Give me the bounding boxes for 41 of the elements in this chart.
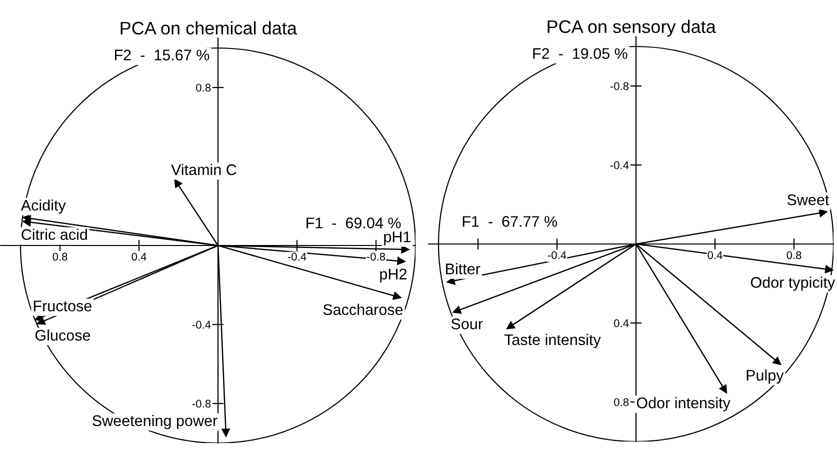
y-axis-title: F2 - 15.67 % <box>115 50 210 60</box>
point <box>818 208 828 218</box>
x-tick-label: 0.4 <box>132 252 146 261</box>
series-label: pH2 <box>380 268 406 282</box>
y-tick-label: 0.8 <box>614 398 629 406</box>
series-label: Bitter <box>446 263 480 274</box>
x-tick-label: 0.8 <box>786 251 802 260</box>
series-label: Saccharose <box>323 304 403 316</box>
point <box>824 264 834 274</box>
series-label: Odor typicity <box>750 276 836 291</box>
x-tick-label: 0.4 <box>708 251 722 260</box>
y-tick-label: 0.8 <box>196 84 211 92</box>
x-tick-label: -0.4 <box>548 251 566 260</box>
series-label: Citric acid <box>22 228 87 240</box>
x-tick-label: -0.8 <box>366 252 386 261</box>
y-tick-label: -0.8 <box>192 400 211 408</box>
series-label: Acidity <box>20 199 66 214</box>
point <box>452 306 462 314</box>
series-label: Pulpy <box>746 369 784 384</box>
series-label: Sweetening power <box>92 414 218 430</box>
y-tick-label: 0.4 <box>614 319 629 328</box>
chart-title: PCA on sensory data <box>548 20 716 37</box>
series-label: Taste intensity <box>504 334 601 348</box>
x-axis-title: F1 - 67.77 % <box>462 216 558 227</box>
series-label: Vitamin C <box>171 164 236 176</box>
series-label: Glucose <box>35 329 90 341</box>
x-tick-label: 0.8 <box>52 252 68 261</box>
y-tick-label: -0.8 <box>610 82 629 90</box>
point <box>772 356 782 366</box>
series-label: Fructose <box>34 300 92 312</box>
chart-title: PCA on chemical data <box>120 21 297 35</box>
y-tick-label: -0.4 <box>610 161 629 170</box>
y-axis-title: F2 - 19.05 % <box>533 48 628 59</box>
series-label: Odor intensity <box>636 397 730 412</box>
x-tick-label: -0.4 <box>288 252 306 261</box>
point <box>506 320 516 330</box>
series-label: pH1 <box>384 232 410 246</box>
series-label: Sour <box>451 318 483 330</box>
series-label: Sweet <box>787 194 830 206</box>
x-axis-title: F1 - 69.04 % <box>306 218 401 228</box>
y-tick-label: -0.4 <box>192 320 211 329</box>
